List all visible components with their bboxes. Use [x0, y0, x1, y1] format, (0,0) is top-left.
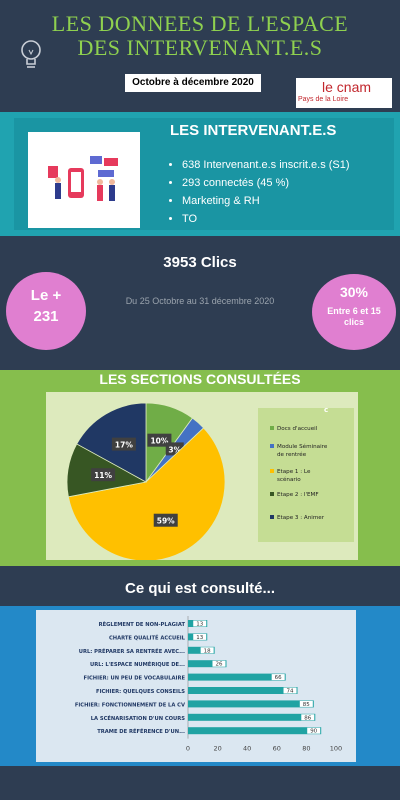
percent-value: 30%	[339, 284, 369, 300]
bar-label-box	[301, 714, 315, 721]
pie-slice	[76, 402, 147, 483]
bar-label-box	[193, 633, 207, 640]
pie-data-label: 3%	[168, 445, 181, 454]
bar-label-box	[307, 727, 321, 734]
legend-label: Module Séminaire de rentrée	[277, 443, 328, 458]
x-tick-label: 0	[186, 745, 190, 753]
percent-circle: 30% Entre 6 et 15 clics	[312, 274, 396, 350]
illustration-graphic	[48, 156, 118, 201]
bar	[188, 673, 286, 681]
date-range: Du 25 Octobre au 31 décembre 2020	[125, 296, 275, 306]
intervenants-card: LES INTERVENANT.E.S 638 Intervenant.e.s …	[14, 118, 394, 230]
bar-label-box	[299, 700, 313, 707]
legend-box	[258, 408, 354, 542]
sections-band: LES SECTIONS CONSULTÉES 10% 3% 59% 11% 17% c D…	[0, 370, 400, 566]
percent-caption: Entre 6 et 15 clics	[327, 306, 381, 327]
x-tick-label: 80	[302, 745, 310, 753]
category-label: RÈGLEMENT DE NON-PLAGIAT	[99, 620, 186, 628]
bar-data-label: 66	[275, 675, 282, 681]
pie-data-label: 11%	[94, 471, 112, 480]
logo-subtext: Pays de la Loire	[298, 96, 349, 103]
category-label: TRAME DE RÉFÉRENCE D'UN...	[97, 727, 185, 735]
list-item: Marketing & RH	[182, 192, 350, 210]
pie-label-box	[147, 433, 172, 447]
bar-chart: RÈGLEMENT DE NON-PLAGIAT 13 CHARTE QUALITÉ…	[75, 616, 342, 753]
title-line-1: LES DONNEES DE L'ESPACE	[51, 11, 349, 36]
bar-data-label: 13	[196, 635, 203, 641]
bar-label-box	[271, 674, 285, 681]
legend-swatch	[270, 444, 274, 448]
list-item: TO	[182, 210, 350, 228]
x-tick-label: 100	[330, 745, 342, 753]
pie-data-label: 17%	[115, 441, 133, 450]
bar	[188, 727, 322, 735]
bar-label-box	[283, 687, 297, 694]
legend-label: Etape 1 : Le scénario	[277, 469, 311, 483]
intervenants-list: 638 Intervenant.e.s inscrit.e.s (S1) 293…	[168, 156, 350, 228]
consulted-band: RÈGLEMENT DE NON-PLAGIAT 13 CHARTE QUALITÉ…	[0, 606, 400, 766]
bar-label-box	[193, 620, 207, 627]
pie-label-box	[91, 468, 116, 482]
bar-data-label: 90	[310, 729, 317, 735]
pie-chart: 10%3% 59% 11% 17% c Docs d'accueil Module Sémi…	[66, 402, 354, 562]
legend-label: Docs d'accueil	[277, 426, 318, 432]
legend-swatch	[270, 426, 274, 430]
page-title: LES DONNEES DE L'ESPACE DES INTERVENANT.…	[0, 12, 400, 60]
bar-data-label: 18	[204, 648, 211, 654]
legend-swatch	[270, 469, 274, 473]
legend-title: c	[324, 406, 328, 414]
cnam-logo: le cnam Pays de la Loire	[296, 78, 392, 108]
legend-label: Etape 3 : Animer	[277, 515, 325, 521]
max-clicks-label: Le +	[30, 287, 62, 304]
bar-data-label: 85	[303, 702, 310, 708]
logo-text: le cnam	[322, 79, 372, 95]
bar	[188, 687, 298, 694]
x-tick-label: 60	[273, 745, 281, 753]
intervenants-panel: LES INTERVENANT.E.S 638 Intervenant.e.s …	[0, 112, 400, 236]
bar-data-label: 13	[196, 622, 203, 628]
lightbulb-icon	[21, 40, 41, 68]
list-item: 293 connectés (45 %)	[182, 174, 350, 192]
title-line-2: DES INTERVENANT.E.S	[77, 35, 323, 60]
bar-chart-area: RÈGLEMENT DE NON-PLAGIAT 13 CHARTE QUALITÉ…	[36, 610, 356, 762]
pie-data-label: 10%	[150, 437, 168, 446]
pie-label-box	[153, 513, 178, 527]
category-label: URL: L'ESPACE NUMÉRIQUE DE...	[90, 660, 185, 668]
people-illustration	[28, 132, 140, 228]
sections-title: LES SECTIONS CONSULTÉES	[99, 371, 301, 387]
category-label: URL: PRÉPARER SA RENTRÉE AVEC...	[79, 647, 185, 655]
legend-swatch	[270, 515, 274, 519]
bar-label-box	[200, 647, 214, 654]
bar-label-box	[212, 660, 226, 667]
pie-chart-area: 10% 3% 59% 11% 17% c Docs d'accueil Module Sémi…	[46, 392, 358, 562]
consulted-title: Ce qui est consulté...	[124, 580, 276, 597]
bar-data-label: 26	[215, 662, 222, 668]
bar	[188, 700, 314, 708]
legend-swatch	[270, 492, 274, 496]
max-clicks-value: 231	[33, 308, 59, 325]
category-label: CHARTE QUALITÉ ACCUEIL	[109, 633, 186, 641]
list-item: 638 Intervenant.e.s inscrit.e.s (S1)	[182, 156, 350, 174]
category-label: LA SCÉNARISATION D'UN COURS	[91, 714, 186, 722]
pie-slice	[67, 427, 226, 562]
x-tick-label: 20	[213, 745, 221, 753]
clics-total: 3953 Clics	[163, 254, 237, 271]
x-tick-label: 40	[243, 745, 251, 753]
pie-data-label: 59%	[157, 517, 175, 526]
category-label: FICHIER: UN PEU DE VOCABULAIRE	[84, 676, 186, 682]
bar-data-label: 74	[287, 689, 294, 695]
max-clicks-circle: Le + 231	[6, 272, 86, 350]
bar	[188, 660, 227, 668]
legend-label: Etape 2 : l'EMF	[277, 492, 319, 498]
intervenants-title: LES INTERVENANT.E.S	[170, 122, 337, 139]
pie-label-box	[111, 437, 136, 451]
bar-data-label: 86	[304, 715, 311, 721]
category-label: FICHIER: QUELQUES CONSEILS	[96, 689, 185, 695]
bar	[188, 713, 316, 721]
category-label: FICHIER: FONCTIONNEMENT DE LA CV	[75, 702, 185, 708]
period-label: Octobre à décembre 2020	[125, 74, 261, 92]
